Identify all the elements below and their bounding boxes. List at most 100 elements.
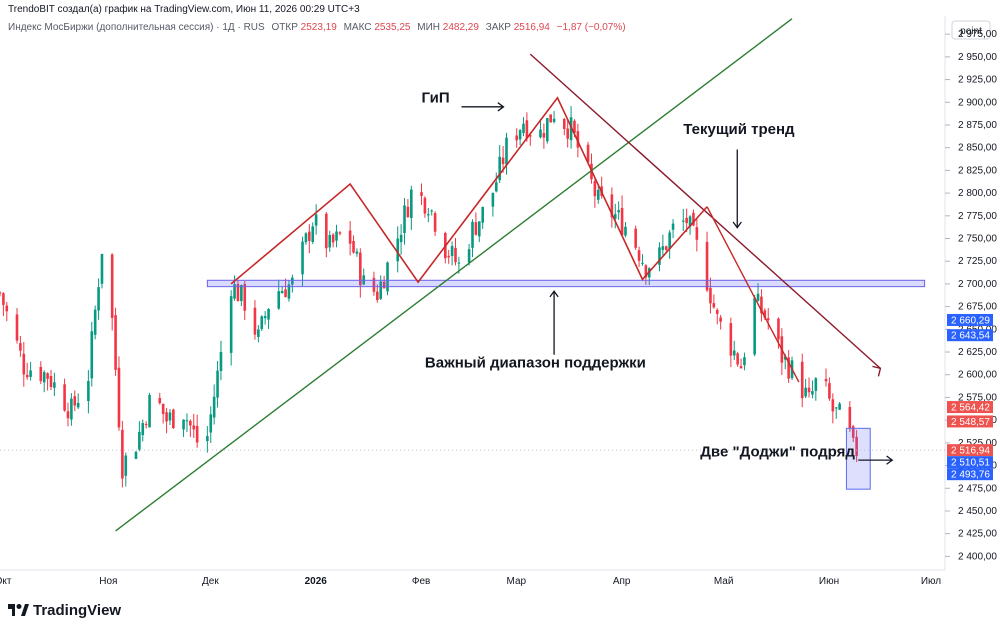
candle (328, 230, 332, 252)
price-tick-label: 2 975,00 (958, 29, 997, 40)
candle (800, 353, 804, 408)
chart-credit: TrendoBIT создал(а) график на TradingVie… (8, 3, 360, 15)
price-axis[interactable]: 2 975,00 2 950,00 2 925,00 2 900,00 2 875,00… (945, 29, 997, 562)
candle (212, 384, 216, 425)
candle-body (658, 247, 661, 265)
price-tick-label: 2 600,00 (958, 370, 997, 381)
candle-body (838, 403, 841, 410)
candle (66, 402, 70, 427)
candle (566, 119, 569, 148)
zigzag-left-line (230, 96, 708, 285)
ohlc-low-value: 2482,29 (443, 22, 480, 33)
candle-body (617, 210, 620, 213)
candle (301, 236, 304, 287)
candle (97, 278, 100, 320)
candle-body (110, 254, 114, 318)
candle (562, 117, 566, 136)
candle (335, 224, 338, 248)
candle (545, 117, 549, 144)
candle-body (709, 287, 712, 304)
candle-body (382, 281, 386, 289)
price-tag: 2 548,57 (947, 415, 993, 428)
candle (192, 413, 196, 438)
candle (359, 248, 362, 298)
candle-body (620, 207, 624, 236)
candle-body (352, 241, 355, 253)
candle-body (182, 419, 185, 430)
price-unit-button[interactable]: point (951, 20, 991, 40)
candle (433, 211, 437, 236)
candle (46, 372, 49, 391)
candle-body (335, 231, 338, 241)
candle-body (515, 135, 518, 141)
current-trend-arrowhead (872, 365, 882, 377)
candle-body (430, 210, 434, 212)
price-tick-label: 2 950,00 (958, 52, 997, 63)
price-tag-label: 2 516,94 (951, 446, 990, 457)
candle-body (219, 351, 223, 371)
candle-body (236, 283, 240, 302)
candle (715, 308, 719, 325)
price-tag-bg (947, 468, 993, 481)
candle (314, 204, 318, 235)
doji-arrow-icon-head (886, 455, 894, 465)
candle (539, 118, 542, 139)
candle-body (46, 373, 49, 379)
candle-body (692, 212, 695, 226)
candle (664, 245, 668, 252)
candle (331, 232, 335, 248)
candle (454, 237, 457, 266)
candle-body (855, 436, 858, 456)
candle (549, 114, 552, 123)
time-tick-label: Окт (0, 576, 12, 587)
candle (753, 295, 756, 357)
time-tick-label: Апр (613, 576, 631, 587)
doji-highlight-box (845, 427, 871, 490)
candle (766, 308, 770, 330)
candle-body (454, 247, 457, 263)
candle-body (372, 277, 376, 292)
candle-body (800, 361, 804, 399)
time-axis[interactable]: Окт Ноя Дек 2026 Фев Мар Апр Май Июн Июл (0, 576, 941, 587)
price-tick-label: 2 675,00 (958, 302, 997, 313)
candle (637, 246, 641, 268)
candle (287, 280, 291, 302)
candle (522, 117, 525, 137)
candle (474, 212, 478, 236)
candle (542, 123, 546, 149)
candle-body (505, 137, 508, 165)
candle (233, 275, 236, 301)
ohlc-high-value: 2535,25 (374, 22, 411, 33)
candle-body (168, 412, 172, 421)
candle (705, 231, 709, 293)
candle-body (851, 426, 855, 438)
candle-body (498, 156, 501, 181)
candle (739, 358, 743, 369)
candle (182, 419, 185, 438)
tradingview-logo-text: TradingView (33, 602, 121, 619)
candle-body (165, 412, 168, 422)
candle (338, 231, 342, 236)
price-tick-label: 2 800,00 (958, 188, 997, 199)
price-tick-label: 2 775,00 (958, 211, 997, 222)
candle (352, 235, 355, 254)
candle-body (668, 232, 671, 249)
candle (240, 284, 243, 307)
symbol-description: Индекс МосБиржи (дополнительная сессия) … (8, 22, 265, 33)
candle-body (260, 316, 264, 329)
ohlc-open-value: 2523,19 (301, 22, 338, 33)
candle (185, 413, 189, 433)
candle (284, 278, 287, 298)
candle-body (491, 192, 495, 207)
candle (19, 335, 22, 357)
price-unit-label: point (960, 26, 982, 37)
candle (308, 224, 311, 254)
price-tag-bg (947, 415, 993, 428)
candle-body (542, 133, 546, 138)
candle-body (5, 305, 9, 312)
candle-body (688, 216, 692, 227)
candle (732, 340, 736, 360)
drawings: ГиП Текущий тренд Важный диапазон поддержк… (0, 18, 945, 532)
candle (267, 308, 270, 329)
